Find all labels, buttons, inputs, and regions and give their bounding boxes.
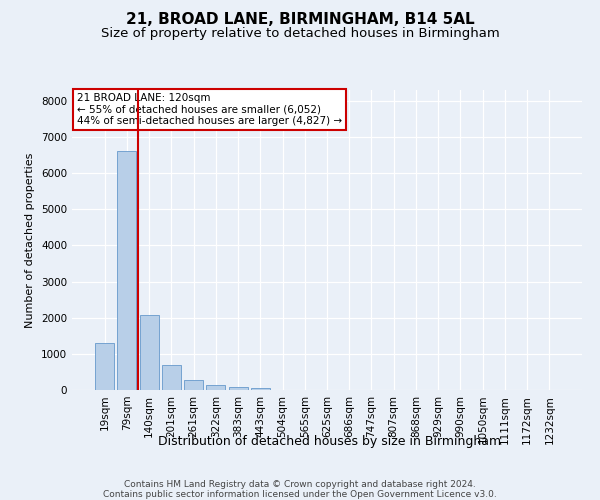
Y-axis label: Number of detached properties: Number of detached properties — [25, 152, 35, 328]
Bar — [95, 343, 114, 390]
Bar — [184, 380, 203, 390]
Text: 21, BROAD LANE, BIRMINGHAM, B14 5AL: 21, BROAD LANE, BIRMINGHAM, B14 5AL — [125, 12, 475, 28]
Bar — [206, 386, 225, 390]
Bar — [251, 388, 270, 390]
Bar — [140, 315, 158, 390]
Text: Distribution of detached houses by size in Birmingham: Distribution of detached houses by size … — [158, 435, 502, 448]
Bar — [229, 387, 248, 390]
Bar — [118, 152, 136, 390]
Text: 21 BROAD LANE: 120sqm
← 55% of detached houses are smaller (6,052)
44% of semi-d: 21 BROAD LANE: 120sqm ← 55% of detached … — [77, 93, 342, 126]
Bar — [162, 364, 181, 390]
Text: Contains HM Land Registry data © Crown copyright and database right 2024.
Contai: Contains HM Land Registry data © Crown c… — [103, 480, 497, 500]
Text: Size of property relative to detached houses in Birmingham: Size of property relative to detached ho… — [101, 28, 499, 40]
